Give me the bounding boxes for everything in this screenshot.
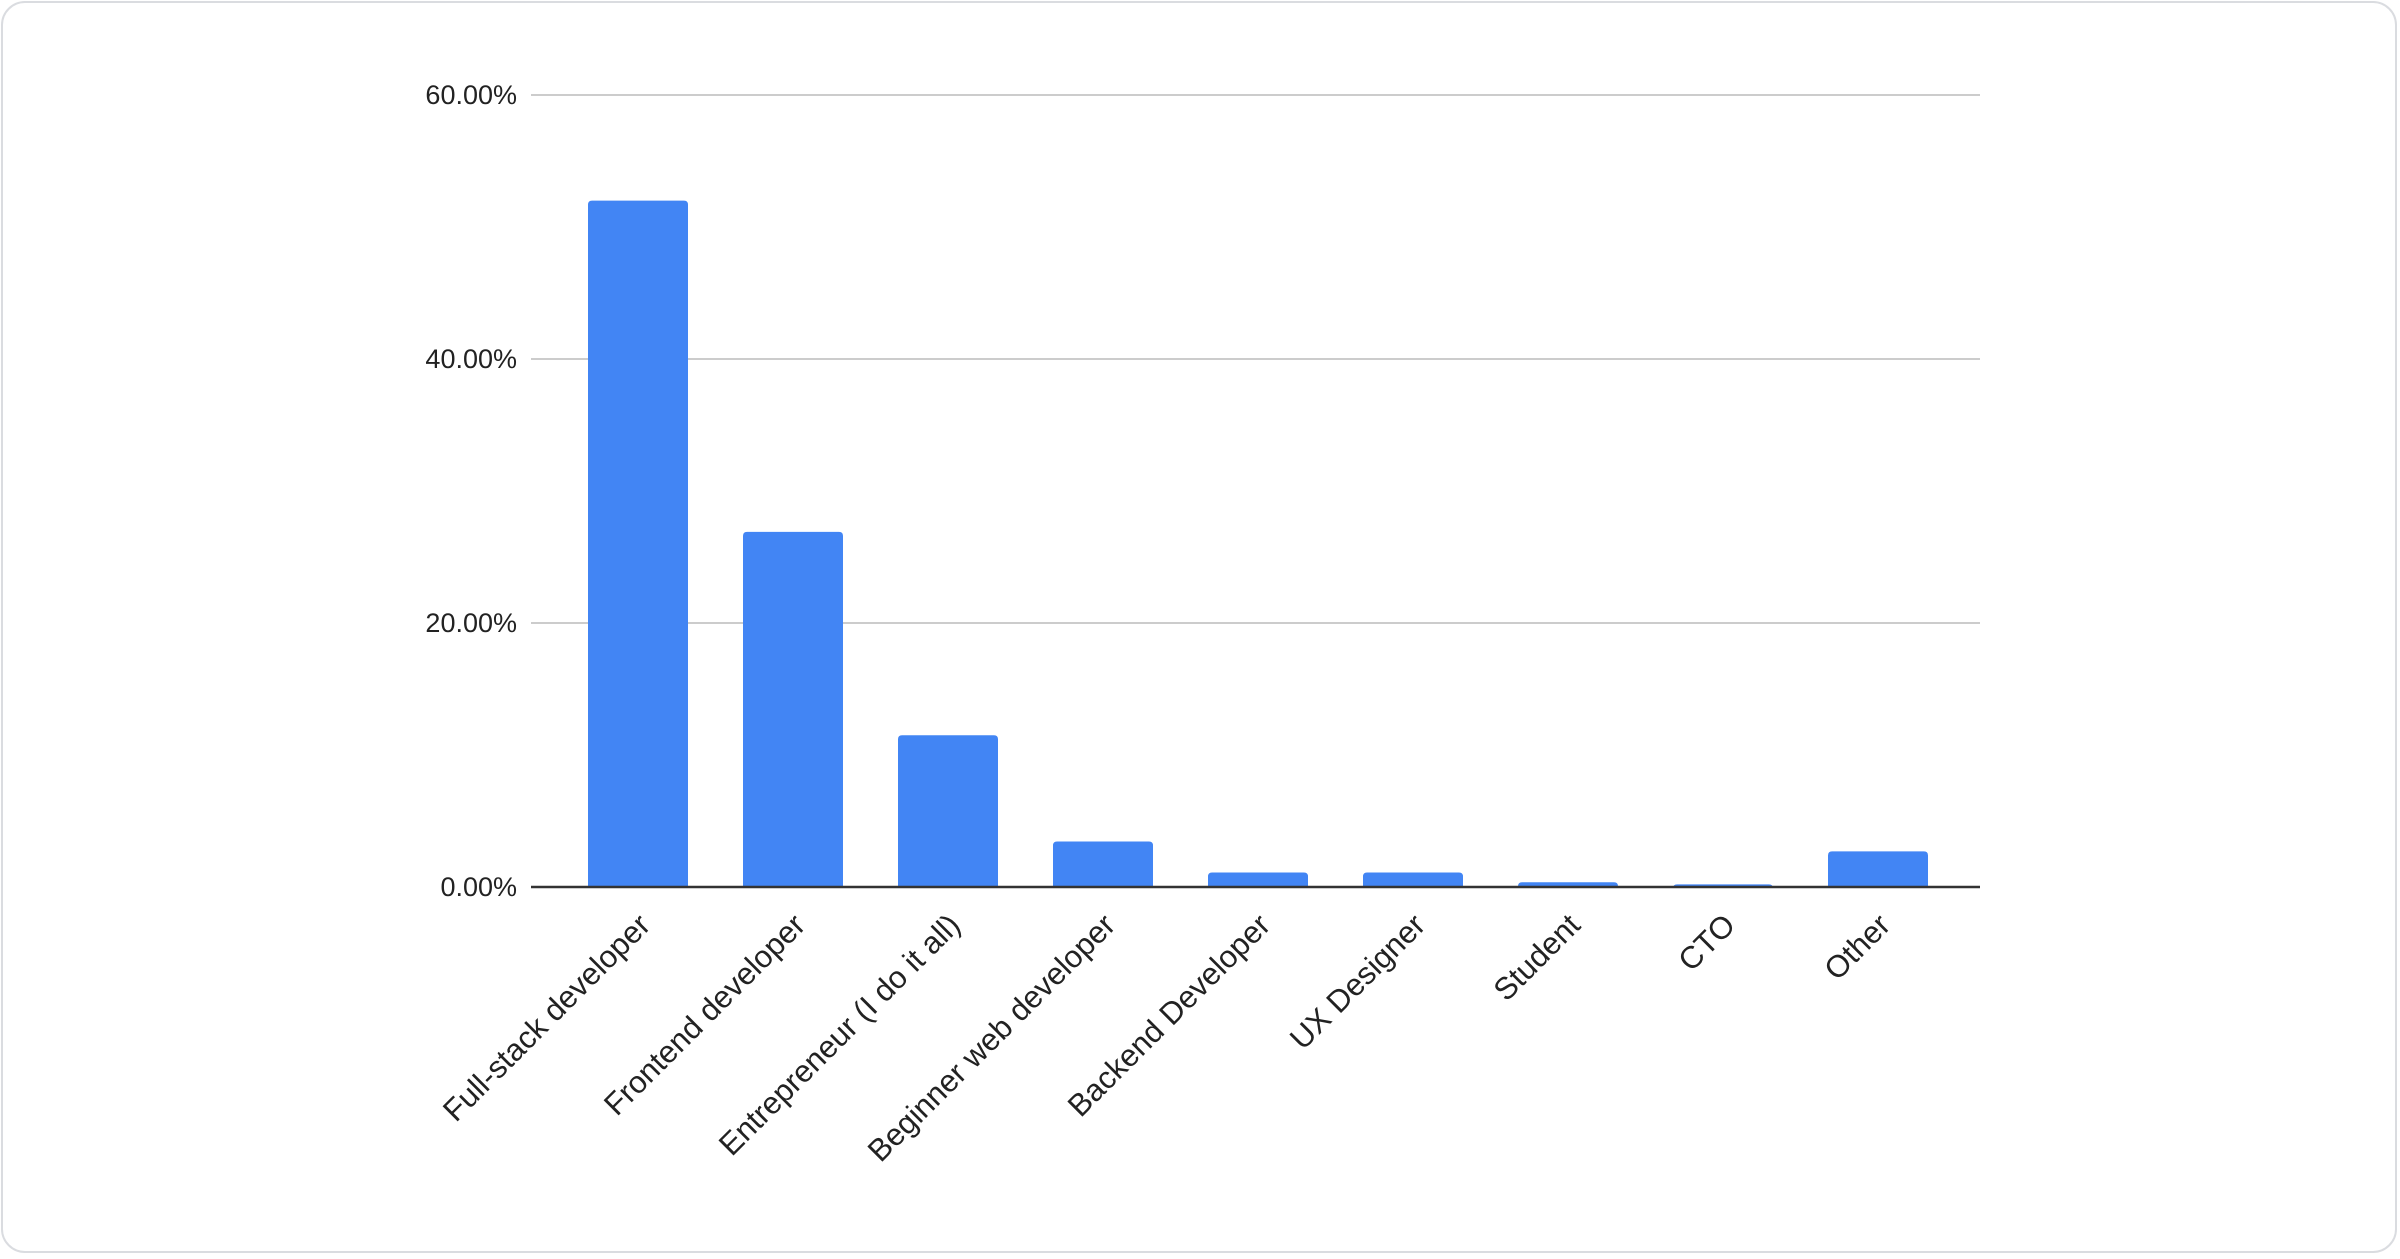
bar	[743, 531, 843, 887]
y-tick-label: 40.00%	[425, 344, 517, 374]
bar	[588, 200, 688, 888]
bar	[1363, 872, 1463, 887]
x-tick-label: Student	[1487, 907, 1588, 1008]
y-tick-label: 0.00%	[440, 872, 517, 902]
y-tick-label: 20.00%	[425, 608, 517, 638]
y-tick-label: 60.00%	[425, 80, 517, 110]
bar	[1208, 872, 1308, 887]
bar	[1828, 851, 1928, 887]
bar-chart: 0.00%20.00%40.00%60.00%Full-stack develo…	[425, 80, 1980, 1168]
x-tick-label: UX Designer	[1283, 907, 1432, 1056]
bar	[1053, 841, 1153, 887]
bar	[898, 735, 998, 887]
x-tick-label: Beginner web developer	[861, 907, 1122, 1168]
x-tick-label: CTO	[1671, 907, 1742, 978]
x-tick-label: Other	[1817, 907, 1897, 987]
